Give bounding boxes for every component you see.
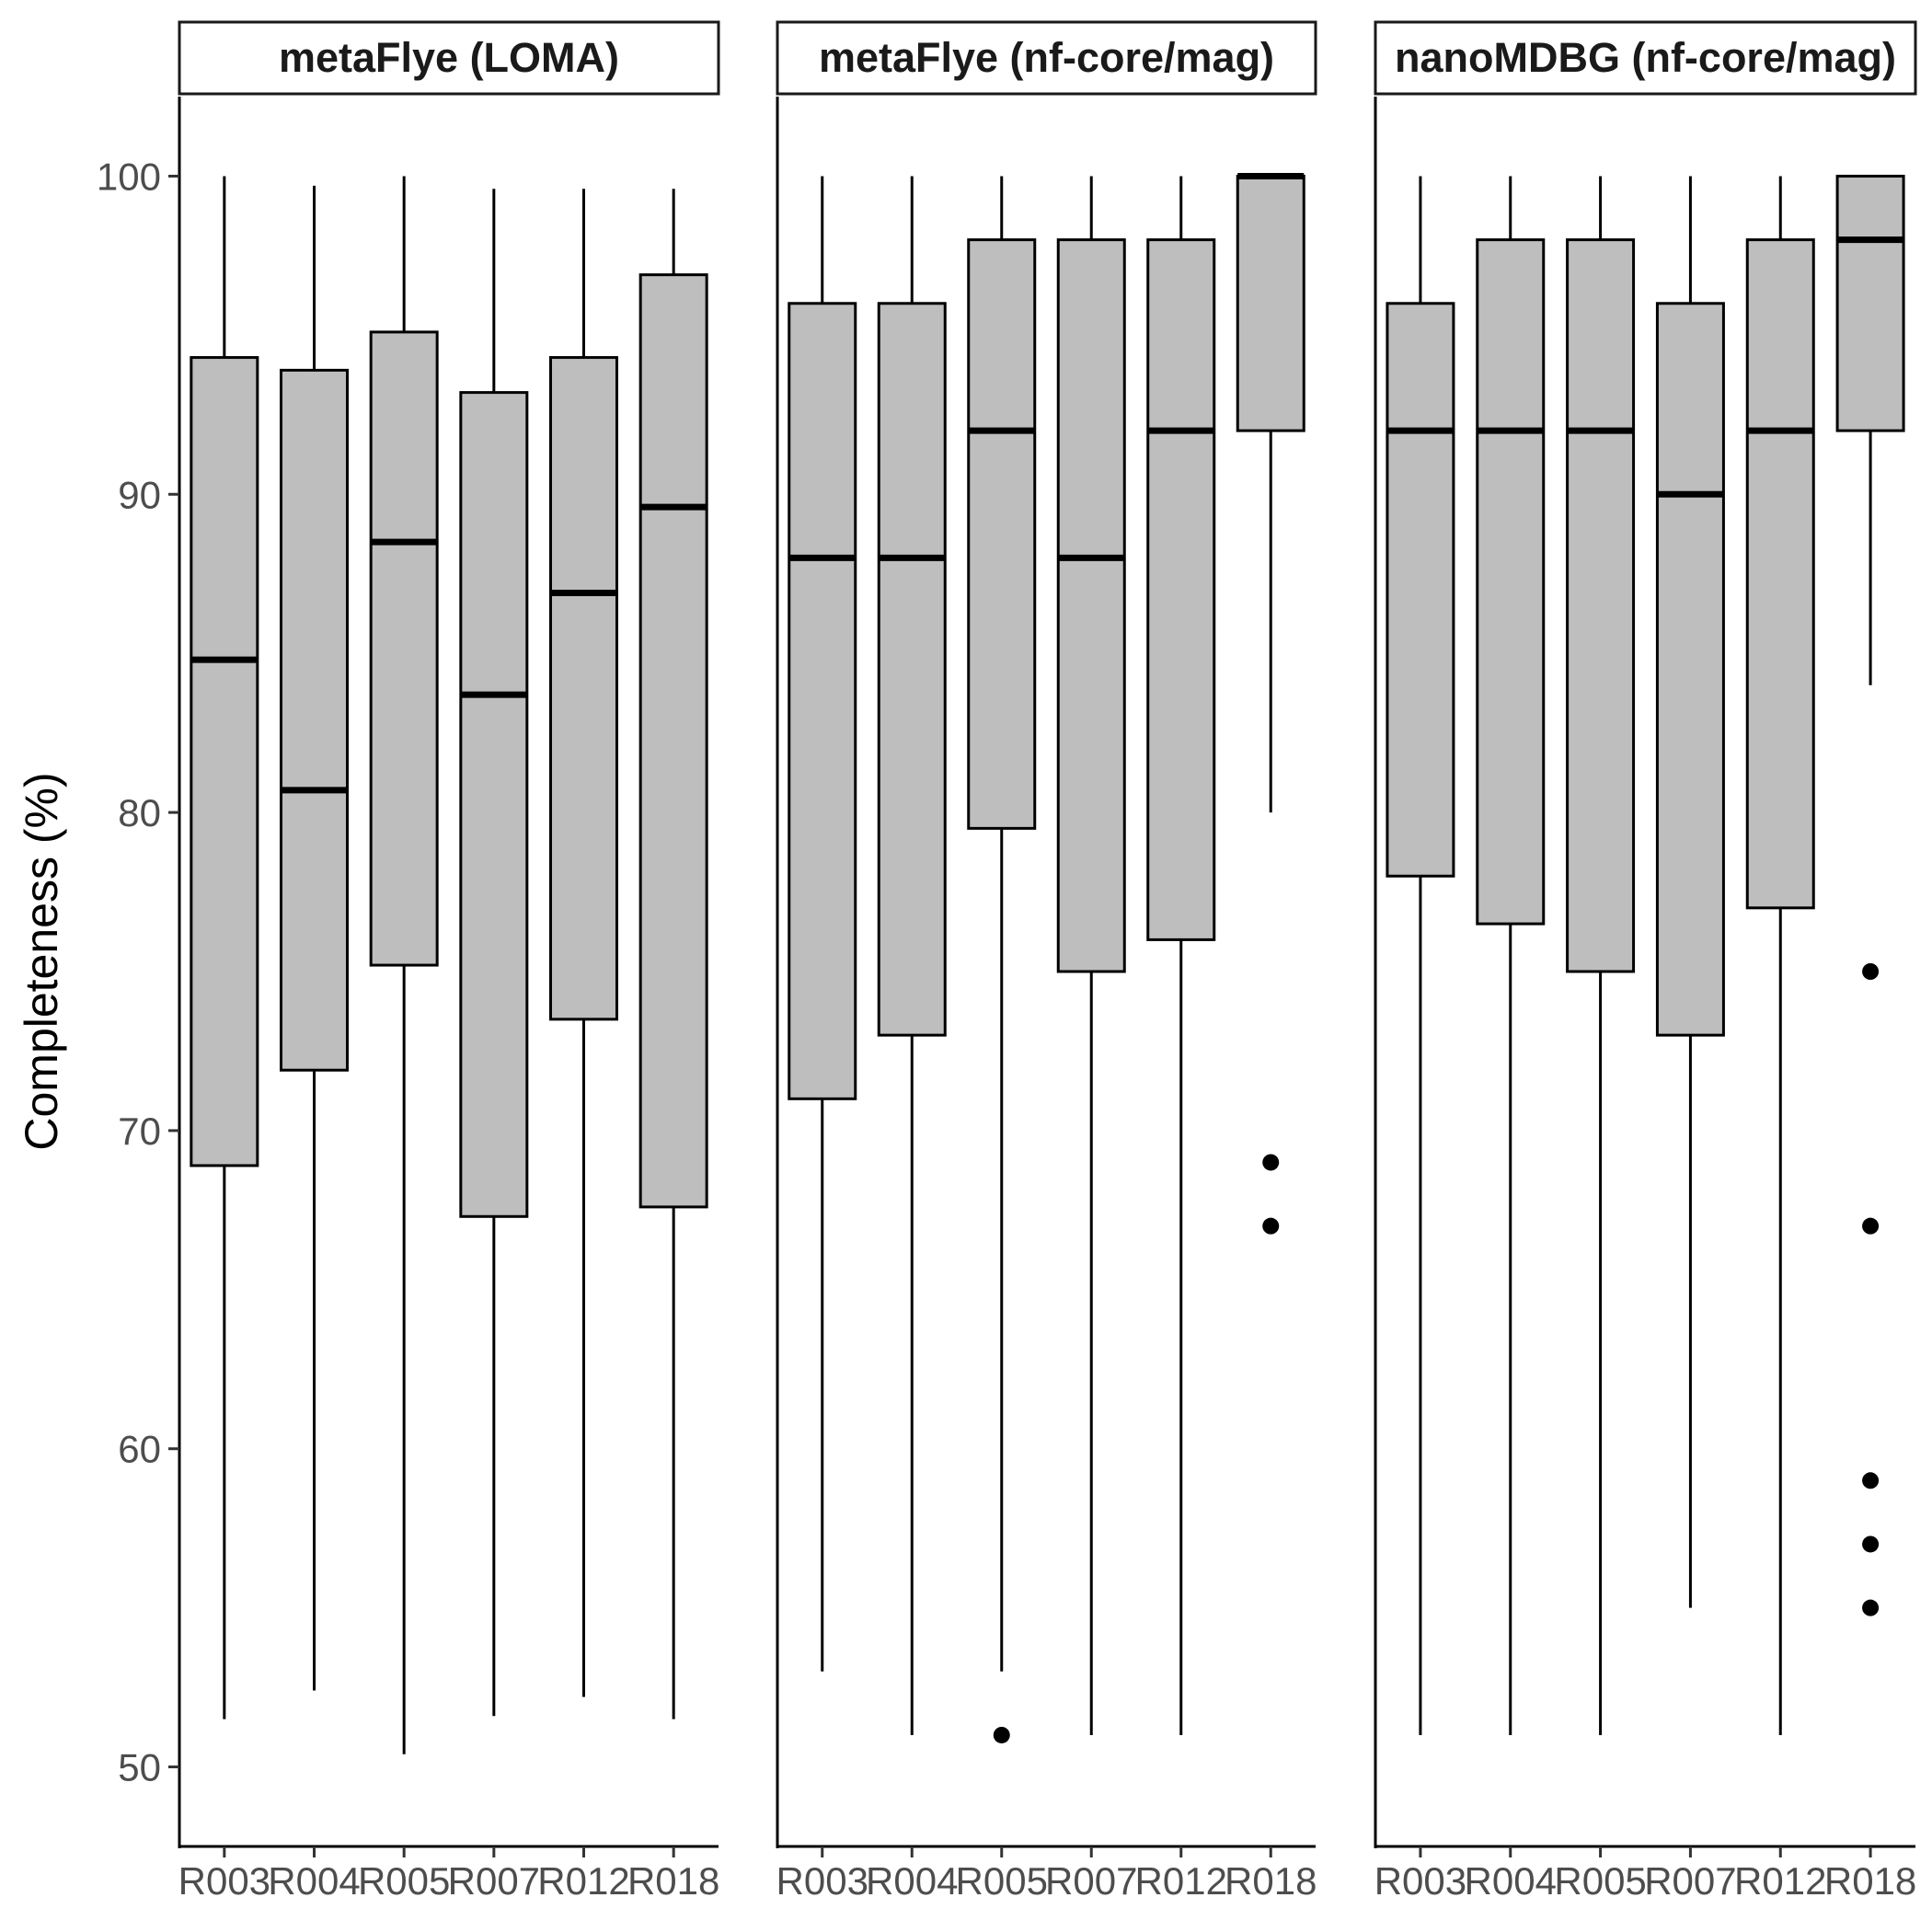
x-tick-label: R012 <box>1734 1859 1826 1903</box>
y-tick-label: 60 <box>118 1428 161 1471</box>
box-iqr <box>638 273 708 1209</box>
box-iqr <box>1236 174 1305 432</box>
box-iqr <box>190 356 259 1167</box>
y-tick-label: 100 <box>97 155 161 198</box>
x-tick-label: R007 <box>1644 1859 1736 1903</box>
facet-strip <box>776 20 1317 96</box>
box-iqr <box>549 356 618 1021</box>
facet-strip <box>178 20 720 96</box>
x-tick-label: R003 <box>1374 1859 1466 1903</box>
outlier-point <box>1262 1154 1280 1171</box>
facet-strip-title: nanoMDBG (nf-core/mag) <box>1395 34 1896 81</box>
x-tick-label: R007 <box>448 1859 540 1903</box>
box-iqr <box>1566 238 1636 973</box>
box-iqr <box>967 238 1037 830</box>
box-iqr <box>877 302 947 1037</box>
x-tick-label: R012 <box>1135 1859 1227 1903</box>
outlier-point <box>1862 1535 1880 1553</box>
x-tick-label: R003 <box>178 1859 270 1903</box>
y-tick-label: 80 <box>118 791 161 834</box>
box-iqr <box>1745 238 1815 910</box>
box-iqr <box>1056 238 1126 973</box>
facet-strip-title: metaFlye (LOMA) <box>279 34 619 81</box>
facet-strip-title: metaFlye (nf-core/mag) <box>819 34 1274 81</box>
y-tick-label: 50 <box>118 1746 161 1789</box>
box-iqr <box>459 391 529 1218</box>
x-tick-label: R018 <box>1225 1859 1317 1903</box>
x-tick-label: R007 <box>1045 1859 1137 1903</box>
outlier-point <box>1862 1472 1880 1489</box>
x-tick-label: R018 <box>1824 1859 1916 1903</box>
y-axis-title: Completeness (%) <box>16 772 67 1150</box>
x-tick-label: R005 <box>1554 1859 1646 1903</box>
y-tick-label: 90 <box>118 473 161 516</box>
x-tick-label: R004 <box>268 1859 360 1903</box>
outlier-point <box>1862 963 1880 980</box>
box-iqr <box>1386 302 1455 878</box>
outlier-point <box>1862 1599 1880 1616</box>
box-iqr <box>1146 238 1216 941</box>
box-iqr <box>1476 238 1546 926</box>
x-tick-label: R003 <box>776 1859 868 1903</box>
x-tick-label: R004 <box>866 1859 958 1903</box>
box-iqr <box>369 330 439 967</box>
outlier-point <box>1262 1217 1280 1235</box>
x-tick-label: R005 <box>956 1859 1048 1903</box>
x-tick-label: R005 <box>358 1859 450 1903</box>
y-tick-label: 70 <box>118 1110 161 1153</box>
x-tick-label: R018 <box>627 1859 719 1903</box>
box-iqr <box>788 302 857 1100</box>
outlier-point <box>993 1726 1010 1743</box>
x-tick-label: R012 <box>537 1859 629 1903</box>
box-iqr <box>1835 174 1905 432</box>
facet-strip <box>1374 20 1917 96</box>
box-iqr <box>280 368 349 1072</box>
box-iqr <box>1655 302 1725 1037</box>
outlier-point <box>1862 1217 1880 1235</box>
x-tick-label: R004 <box>1465 1859 1557 1903</box>
